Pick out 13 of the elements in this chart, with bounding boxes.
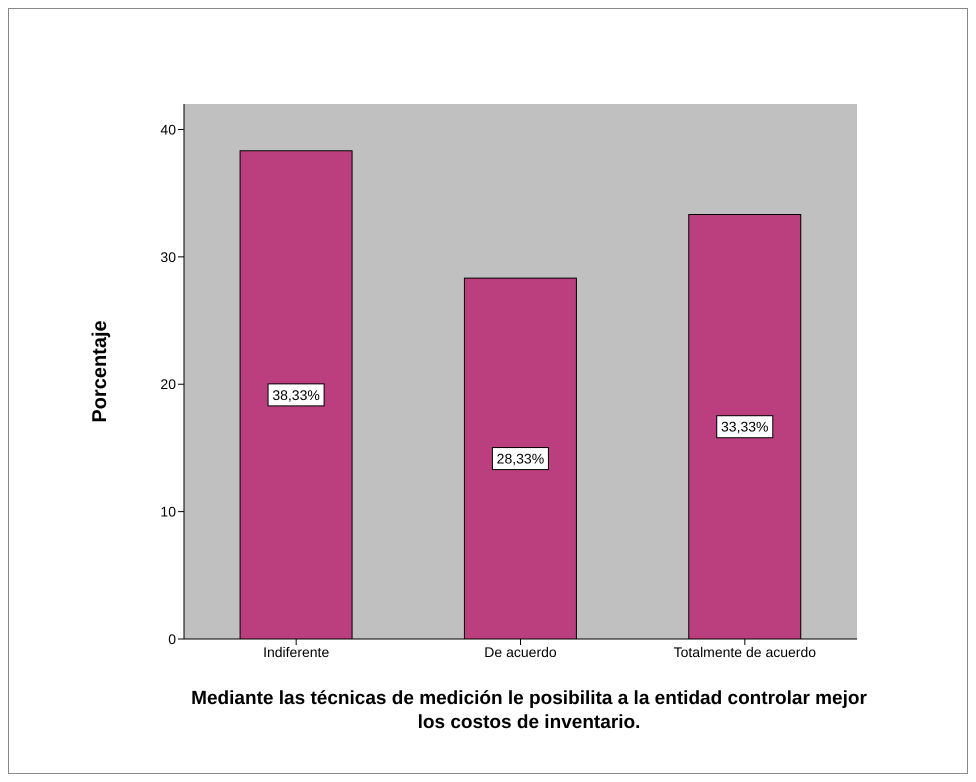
x-tick-label: Indiferente (263, 644, 330, 660)
y-tick-label: 20 (160, 376, 176, 392)
y-tick-label: 30 (160, 248, 176, 265)
data-label: 38,33% (272, 386, 320, 403)
x-tick-label: Totalmente de acuerdo (674, 644, 816, 660)
y-tick-label: 40 (160, 121, 176, 138)
x-tick-label: De acuerdo (484, 644, 557, 660)
y-axis-title: Porcentaje (89, 320, 112, 423)
data-label: 33,33% (721, 418, 768, 435)
x-axis-title: Mediante las técnicas de medición le posibilita a la entidad controlar mejor los costos de inventario. (190, 687, 868, 735)
y-tick-label: 0 (168, 630, 176, 647)
y-tick-label: 10 (160, 504, 176, 520)
data-label: 28,33% (496, 450, 544, 467)
